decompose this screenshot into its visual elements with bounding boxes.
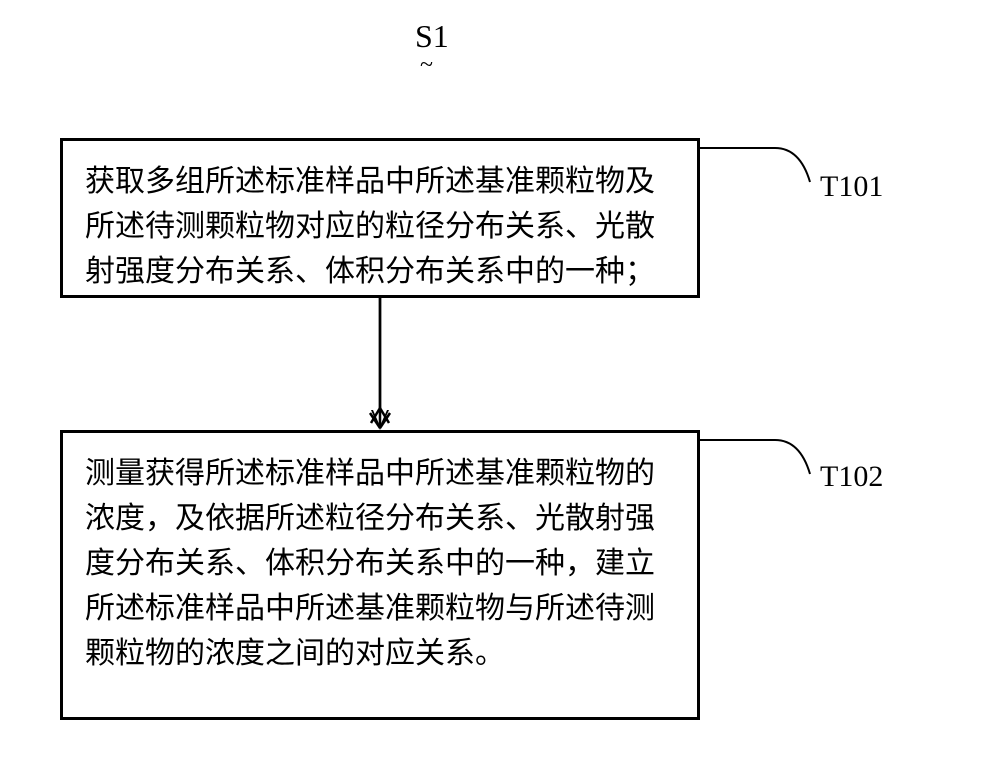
flowchart-diagram: S1 ~ 获取多组所述标准样品中所述基准颗粒物及所述待测颗粒物对应的粒径分布关系… [0, 0, 1000, 777]
flowchart-arrow [365, 298, 395, 433]
flowchart-node-t101: 获取多组所述标准样品中所述基准颗粒物及所述待测颗粒物对应的粒径分布关系、光散射强… [60, 138, 700, 298]
node-label-t101: T101 [820, 170, 883, 204]
leader-line-t101 [700, 142, 830, 202]
leader-line-t102 [700, 434, 830, 494]
title-text: S1 [415, 18, 449, 54]
flowchart-node-t102: 测量获得所述标准样品中所述基准颗粒物的浓度，及依据所述粒径分布关系、光散射强度分… [60, 430, 700, 720]
title-underline: ~ [420, 52, 433, 79]
node-text: 获取多组所述标准样品中所述基准颗粒物及所述待测颗粒物对应的粒径分布关系、光散射强… [85, 165, 655, 288]
diagram-title: S1 [415, 18, 449, 55]
node-label-t102: T102 [820, 460, 883, 494]
node-text: 测量获得所述标准样品中所述基准颗粒物的浓度，及依据所述粒径分布关系、光散射强度分… [85, 457, 655, 670]
